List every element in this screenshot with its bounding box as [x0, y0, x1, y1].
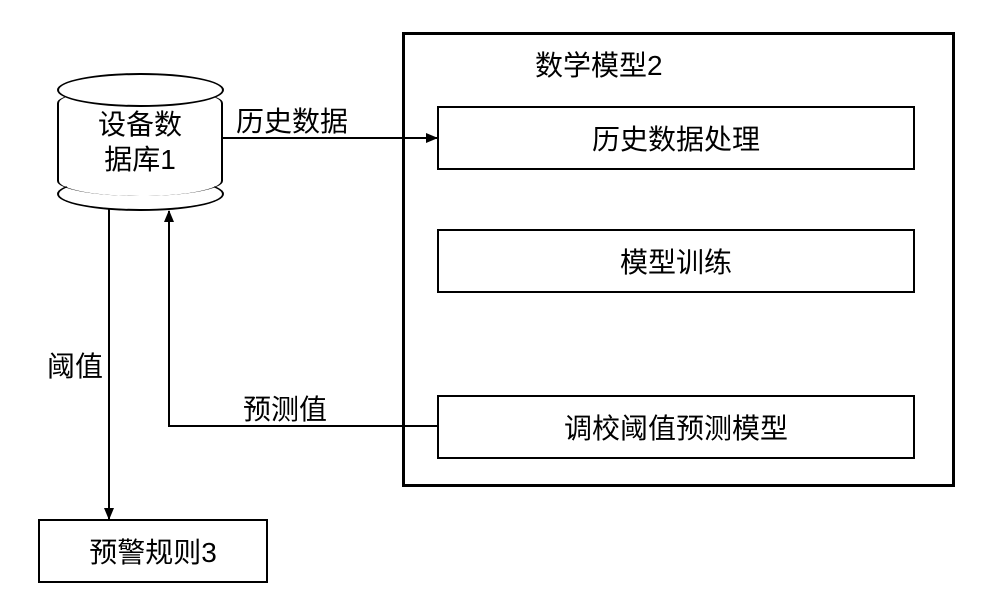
edge-label-predicted: 预测值 [243, 388, 327, 428]
hist-text: 历史数据处理 [592, 118, 760, 158]
diagram-canvas: 设备数 据库1 数学模型2 历史数据处理 模型训练 调校阈值预测模型 预警规则3… [0, 0, 1000, 615]
node-model-training: 模型训练 [437, 229, 915, 293]
db-text-line1: 设备数 [98, 109, 182, 140]
alarm-text: 预警规则3 [89, 531, 217, 571]
edge-label-threshold: 阈值 [47, 345, 103, 385]
db-text-line2: 据库1 [104, 144, 176, 175]
node-database: 设备数 据库1 [57, 88, 223, 196]
pred-text: 调校阈值预测模型 [564, 407, 788, 447]
node-history-processing: 历史数据处理 [437, 106, 915, 170]
edge-label-history: 历史数据 [236, 100, 348, 140]
node-prediction-model: 调校阈值预测模型 [437, 395, 915, 459]
container-title: 数学模型2 [535, 44, 663, 84]
train-text: 模型训练 [620, 241, 732, 281]
node-alarm-rules: 预警规则3 [38, 519, 268, 583]
